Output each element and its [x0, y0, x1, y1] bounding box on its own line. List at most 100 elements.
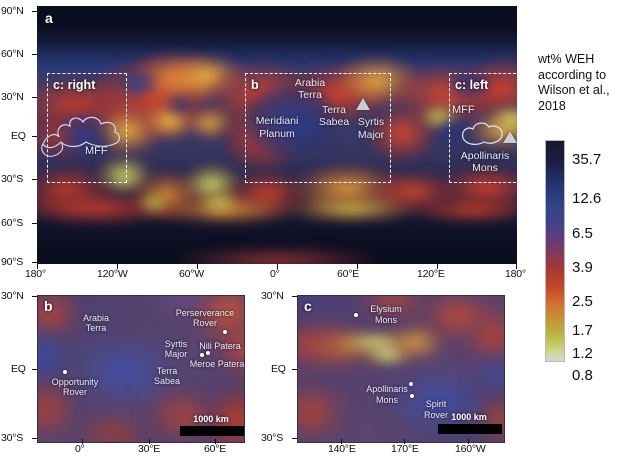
panel-a-ytick-60s: 60°S [1, 217, 24, 229]
feature-label-c-apollinaris-1: Apollinaris [366, 384, 408, 394]
panel-c-ytick-30s: 30°S [261, 432, 284, 444]
inset-tag-c-right: c: right [53, 78, 96, 92]
volcano-marker-syrtis-major [356, 98, 370, 110]
volcano-marker-apollinaris-a [503, 131, 517, 143]
feature-label-terra-1: Terra [322, 104, 346, 116]
feature-label-c-elysium-1: Elysium [370, 304, 402, 314]
feature-label-apollinaris-1: Apollinaris [460, 150, 510, 162]
panel-c-ytickmark [292, 438, 297, 439]
feature-label-mff-left: MFF [85, 145, 108, 157]
inset-box-c-left [449, 73, 517, 183]
panel-a-ytickmark [32, 262, 37, 263]
panel-b-ytickmark [32, 369, 37, 370]
colorbar-title-line-1: wt% WEH [538, 52, 595, 66]
panel-b-xtick-60e: 60°E [204, 443, 227, 455]
panel-b-xtickmark [82, 439, 83, 444]
panel-a-ytick-30s: 30°S [1, 173, 24, 185]
panel-a-xtick-60e: 60°E [337, 268, 360, 280]
panel-a-xtickmark [357, 264, 358, 269]
colorbar-gradient [546, 141, 564, 361]
colorbar-tick-2-5: 2.5 [572, 293, 593, 310]
colorbar-tick-0-8: 0.8 [572, 367, 593, 384]
panel-b-xtickmark [149, 439, 150, 444]
feature-label-b-perseverance-2: Rover [192, 318, 217, 328]
panel-b-ytick-eq: EQ [11, 363, 26, 375]
inset-tag-c-left: c: left [455, 78, 489, 92]
panel-c-ytick-30n: 30°N [261, 290, 284, 302]
mff-outline-left [41, 116, 120, 157]
panel-a-xtick-60w: 60°W [179, 268, 204, 280]
panel-b-label: b [44, 298, 53, 314]
colorbar-tick-1-2: 1.2 [572, 345, 593, 362]
panel-b: b Arabia Terra Perserverance Rover Syrti… [1, 290, 245, 455]
feature-label-arabia-1: Arabia [294, 77, 326, 89]
feature-label-arabia-2: Terra [298, 89, 322, 101]
feature-label-b-meroe-patera: Meroe Patera [189, 359, 245, 369]
feature-label-c-elysium-2: Mons [374, 315, 397, 325]
site-marker-meroe-patera [206, 351, 210, 355]
feature-label-mff-right: MFF [452, 104, 475, 116]
panel-a-xtick-120e: 120°E [417, 268, 445, 280]
panel-a-xtickmark [197, 264, 198, 269]
colorbar-tick-35-7: 35.7 [572, 151, 602, 168]
panel-a-ytickmark [32, 223, 37, 224]
panel-a-ytickmark [32, 54, 37, 55]
site-marker-spirit-rover [410, 394, 414, 398]
colorbar-title-line-2: according to [538, 67, 607, 82]
colorbar-title-line-3: Wilson et al., [538, 83, 610, 97]
colorbar-tick-12-6: 12.6 [572, 190, 602, 207]
panel-a-ytickmark [32, 179, 37, 180]
colorbar-tick-6-5: 6.5 [572, 225, 593, 242]
panel-c-ytickmark [292, 369, 297, 370]
panel-c-xtick-160w: 160°W [455, 443, 486, 455]
panel-b-scalebar-label: 1000 km [193, 414, 229, 424]
panel-a-xtick-180e: 180° [505, 268, 526, 280]
colorbar [545, 140, 565, 362]
feature-label-b-opportunity-1: Opportunity [51, 377, 99, 387]
feature-label-meridiani-2: Planum [259, 128, 295, 140]
panel-a-xtickmark [37, 264, 38, 269]
inset-tag-b: b [251, 78, 259, 92]
site-marker-nili-patera [200, 353, 204, 357]
panel-c-xtickmark [341, 439, 342, 444]
panel-c-xtick-170e: 170°E [391, 443, 419, 455]
panel-b-ytickmark [32, 296, 37, 297]
panel-c-map-canvas: c Elysium Mons Apollinaris Mons Spirit R… [297, 295, 505, 443]
panel-b-terrain-texture [38, 296, 244, 442]
panel-a-ytick-60n: 60°N [1, 48, 24, 60]
panel-a-xtickmark [516, 264, 517, 269]
panel-c-xtickmark [404, 439, 405, 444]
panel-a-ytickmark [32, 97, 37, 98]
panel-a-xtickmark [437, 264, 438, 269]
feature-label-c-spirit-2: Rover [423, 410, 448, 420]
panel-b-xtick-30e: 30°E [138, 443, 161, 455]
panel-b-xtickmark [215, 439, 216, 444]
panel-a: a c: right MFF b Arabia Terra Meridiani … [1, 5, 526, 280]
panel-a-ytick-30n: 30°N [1, 91, 24, 103]
panel-b-scalebar-bar [180, 426, 244, 436]
feature-label-b-nili-patera: Nili Patera [199, 341, 241, 351]
feature-label-b-arabia-2: Terra [85, 323, 107, 333]
feature-label-b-terra-2: Sabea [153, 376, 181, 386]
panel-c-ytick-eq: EQ [271, 363, 286, 375]
feature-label-syrtis-2: Major [357, 129, 385, 141]
panel-a-label: a [45, 10, 53, 26]
panel-c-ytickmark [292, 296, 297, 297]
panel-c-xtickmark [468, 439, 469, 444]
colorbar-tick-1-7: 1.7 [572, 322, 593, 339]
panel-a-ytickmark [32, 136, 37, 137]
panel-b-ytick-30s: 30°S [1, 432, 24, 444]
feature-label-b-perseverance-1: Perserverance [175, 308, 235, 318]
panel-a-map-canvas: a c: right MFF b Arabia Terra Meridiani … [37, 6, 517, 264]
colorbar-title-line-4: 2018 [538, 98, 566, 113]
panel-b-ytick-30n: 30°N [1, 290, 24, 302]
panel-a-xtick-120w: 120°W [97, 268, 128, 280]
site-marker-apollinaris-mons [409, 382, 413, 386]
panel-b-ytickmark [32, 438, 37, 439]
feature-label-b-arabia-1: Arabia [82, 313, 109, 323]
panel-a-ytickmark [32, 11, 37, 12]
site-marker-opportunity-rover [63, 370, 67, 374]
feature-label-syrtis-1: Syrtis [357, 116, 385, 128]
feature-label-b-terra-1: Terra [156, 366, 178, 376]
feature-label-c-spirit-1: Spirit [425, 399, 447, 409]
